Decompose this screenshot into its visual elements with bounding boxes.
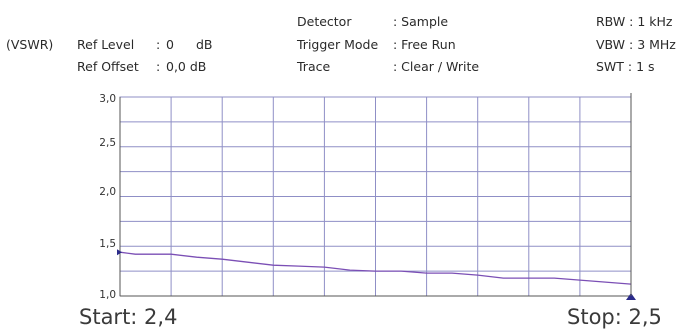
- stop-marker: [626, 293, 636, 300]
- mode-label: (VSWR): [6, 37, 54, 52]
- stop-frequency-label: Stop: 2,5: [567, 305, 662, 329]
- ref-level-value: 0: [166, 37, 174, 52]
- trace-label: Trace: [297, 59, 331, 74]
- trigger-mode-value: : Free Run: [393, 37, 456, 52]
- y-tick-label: 1,0: [99, 289, 116, 301]
- ref-offset-separator: :: [156, 59, 161, 74]
- ref-offset-label: Ref Offset: [77, 59, 139, 74]
- ref-offset-value: 0,0 dB: [166, 59, 207, 74]
- y-tick-label: 2,5: [99, 137, 116, 149]
- rbw-readout: RBW : 1 kHz: [596, 14, 673, 29]
- ref-level-separator: :: [156, 37, 161, 52]
- trace-value: : Clear / Write: [393, 59, 480, 74]
- y-tick-label: 2,0: [99, 186, 116, 198]
- trigger-mode-label: Trigger Mode: [297, 37, 379, 52]
- detector-label: Detector: [297, 14, 352, 29]
- ref-level-label: Ref Level: [77, 37, 135, 52]
- y-tick-label: 1,5: [99, 238, 116, 250]
- vswr-trace-line: [119, 251, 632, 285]
- swt-readout: SWT : 1 s: [596, 59, 655, 74]
- ref-level-unit: dB: [196, 37, 213, 52]
- y-tick-label: 3,0: [99, 93, 116, 105]
- start-frequency-label: Start: 2,4: [79, 305, 178, 329]
- vbw-readout: VBW : 3 MHz: [596, 37, 676, 52]
- start-marker: [117, 249, 122, 256]
- detector-value: : Sample: [393, 14, 449, 29]
